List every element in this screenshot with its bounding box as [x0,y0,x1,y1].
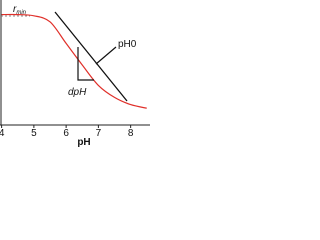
x-tick-label: 5 [31,128,37,139]
curve [1,13,147,109]
rmin-label: rmin [13,4,27,16]
ph0-pointer [95,46,117,65]
dph-label: dpH [68,87,87,98]
plot [1,13,147,109]
x-tick-label: 7 [96,128,102,139]
tangent-line [54,11,128,102]
x-axis-label: pH [77,137,90,148]
slope-triangle [77,47,94,81]
rmin-base: r [13,4,17,15]
ph0-label: pH0 [118,39,137,50]
x-tick-label: 6 [63,128,69,139]
x-tick-label: 8 [128,128,134,139]
rmin-sub: min [16,10,26,16]
x-tick-label: 4 [0,128,5,139]
chart: rmin pH0 dpH pH 4 5 6 7 8 [0,0,150,148]
